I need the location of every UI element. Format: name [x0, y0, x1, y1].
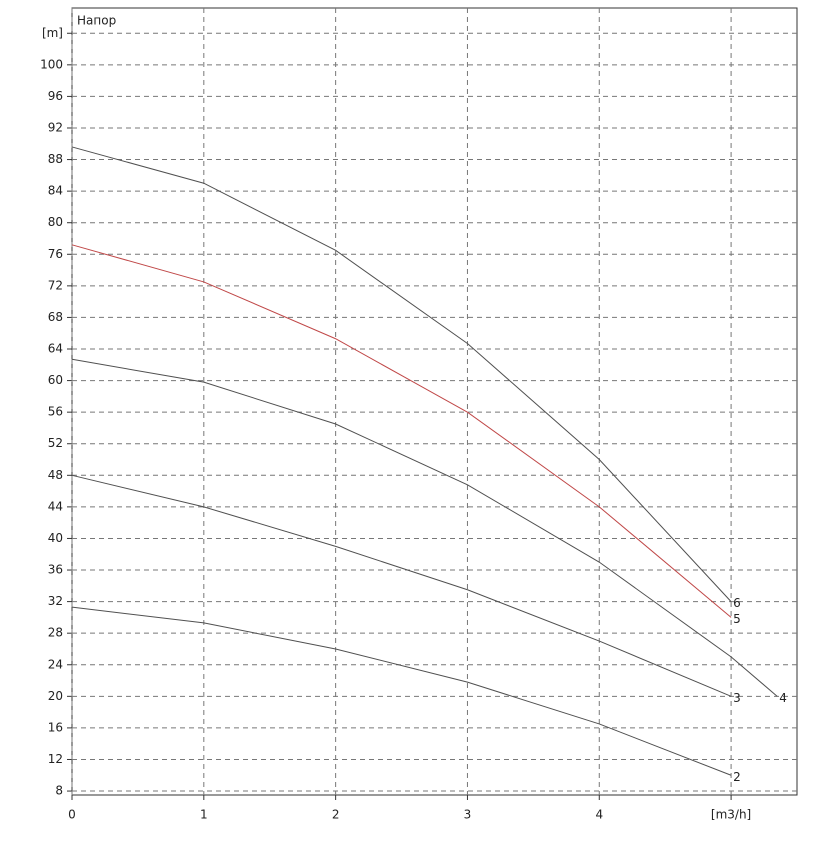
curve — [71, 358, 778, 697]
curve-label: 4 — [779, 691, 787, 705]
y-tick-label: 48 — [48, 468, 63, 482]
x-tick-label: [m3/h] — [711, 808, 751, 822]
y-tick-label: 96 — [48, 89, 63, 103]
curve-label: 6 — [733, 596, 741, 610]
x-tick-label: 2 — [332, 808, 340, 822]
y-tick-label: 72 — [48, 278, 63, 292]
chart-title: Напор — [77, 14, 116, 28]
curve-label: 3 — [733, 691, 741, 705]
y-tick-label: [m] — [42, 26, 63, 40]
x-tick-label: 0 — [68, 808, 76, 822]
x-tick-label: 1 — [200, 808, 208, 822]
y-tick-label: 36 — [48, 563, 63, 577]
y-tick-label: 20 — [48, 689, 63, 703]
y-tick-label: 40 — [48, 531, 63, 545]
x-tick-label: 4 — [595, 808, 603, 822]
plot-frame — [71, 7, 798, 796]
y-tick-label: 52 — [48, 436, 63, 450]
y-tick-label: 8 — [55, 784, 63, 798]
y-tick-label: 28 — [48, 626, 63, 640]
x-tick-label: 3 — [464, 808, 472, 822]
curve — [71, 474, 732, 697]
curve-label: 5 — [733, 612, 741, 626]
y-tick-label: 76 — [48, 247, 63, 261]
y-tick-label: 32 — [48, 594, 63, 608]
y-tick-label: 88 — [48, 152, 63, 166]
curve — [71, 606, 732, 776]
y-tick-label: 44 — [48, 499, 63, 513]
y-tick-label: 56 — [48, 405, 63, 419]
y-tick-label: 12 — [48, 752, 63, 766]
curve — [71, 244, 732, 618]
curve — [71, 146, 732, 602]
y-tick-label: 64 — [48, 342, 63, 356]
y-tick-label: 92 — [48, 120, 63, 134]
y-tick-label: 84 — [48, 184, 63, 198]
y-tick-label: 80 — [48, 215, 63, 229]
y-tick-label: 16 — [48, 720, 63, 734]
y-tick-label: 24 — [48, 657, 63, 671]
y-tick-label: 68 — [48, 310, 63, 324]
y-tick-label: 60 — [48, 373, 63, 387]
curve-label: 2 — [733, 770, 741, 784]
y-tick-label: 100 — [40, 57, 63, 71]
